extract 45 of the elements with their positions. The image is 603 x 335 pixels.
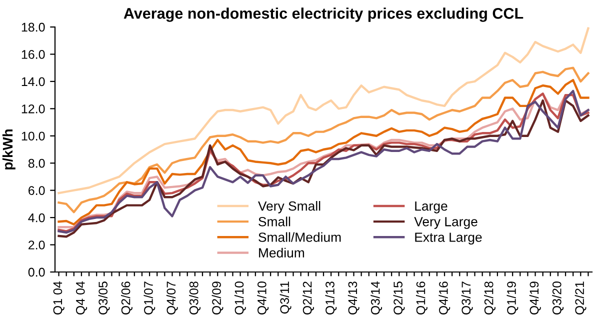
x-tick-label: Q1/10 [234, 282, 246, 314]
y-tick-label: 14.0 [22, 77, 45, 86]
x-tick-label: Q3/08 [189, 282, 201, 314]
x-tick-label: Q1/13 [325, 282, 337, 314]
x-tick-label: Q4 04 [76, 281, 88, 314]
y-tick-label: 0.0 [28, 268, 45, 277]
x-tick-label: Q4/19 [529, 282, 541, 314]
x-tick-label: Q2/21 [574, 282, 586, 314]
y-tick-label: 16.0 [22, 50, 45, 59]
x-tick-label: Q3/11 [280, 282, 292, 314]
y-tick-label: 10.0 [22, 132, 45, 141]
x-tick-label: Q2/09 [212, 282, 224, 314]
y-tick-label: 12.0 [22, 104, 45, 114]
x-tick-label: Q2/12 [302, 282, 314, 314]
x-tick-label: Q1/19 [506, 282, 518, 314]
x-tick-label: Q4/16 [438, 282, 450, 314]
x-tick-label: Q2/18 [484, 282, 496, 314]
x-tick-label: Q1/16 [416, 282, 428, 314]
x-tick-label: Q2/15 [393, 282, 405, 314]
legend-label: Large [415, 202, 448, 214]
y-tick-label: 8.0 [28, 158, 45, 168]
y-tick-label: 2.0 [28, 240, 45, 250]
x-tick-label: Q4/07 [166, 282, 178, 314]
line-series [58, 66, 590, 214]
y-axis-title: p/kWh [2, 130, 16, 170]
x-tick-label: Q1/07 [144, 282, 156, 314]
legend-label: Small/Medium [258, 232, 341, 242]
x-tick-label: Q3/05 [98, 282, 110, 314]
x-tick-label: Q4/13 [348, 282, 360, 314]
chart-title: Average non-domestic electricity prices excluding CCL [124, 8, 524, 22]
legend-label: Medium [259, 248, 304, 258]
y-tick-label: 18.0 [22, 22, 45, 32]
legend-label: Very Large [414, 217, 478, 229]
legend-label: Extra Large [415, 232, 482, 245]
legend-label: Small [258, 216, 290, 226]
y-tick-label: 4.0 [28, 213, 45, 222]
x-tick-label: Q3/20 [552, 282, 564, 314]
x-tick-label: Q2/06 [121, 282, 132, 314]
x-tick-label: Q4/10 [257, 282, 269, 314]
x-tick-label: Q3/14 [370, 281, 382, 314]
x-tick-label: Q1 04 [53, 281, 64, 314]
x-tick-label: Q3/17 [461, 282, 473, 314]
legend-label: Very Small [258, 201, 320, 214]
line-series [58, 27, 590, 194]
y-tick-label: 6.0 [28, 186, 45, 195]
